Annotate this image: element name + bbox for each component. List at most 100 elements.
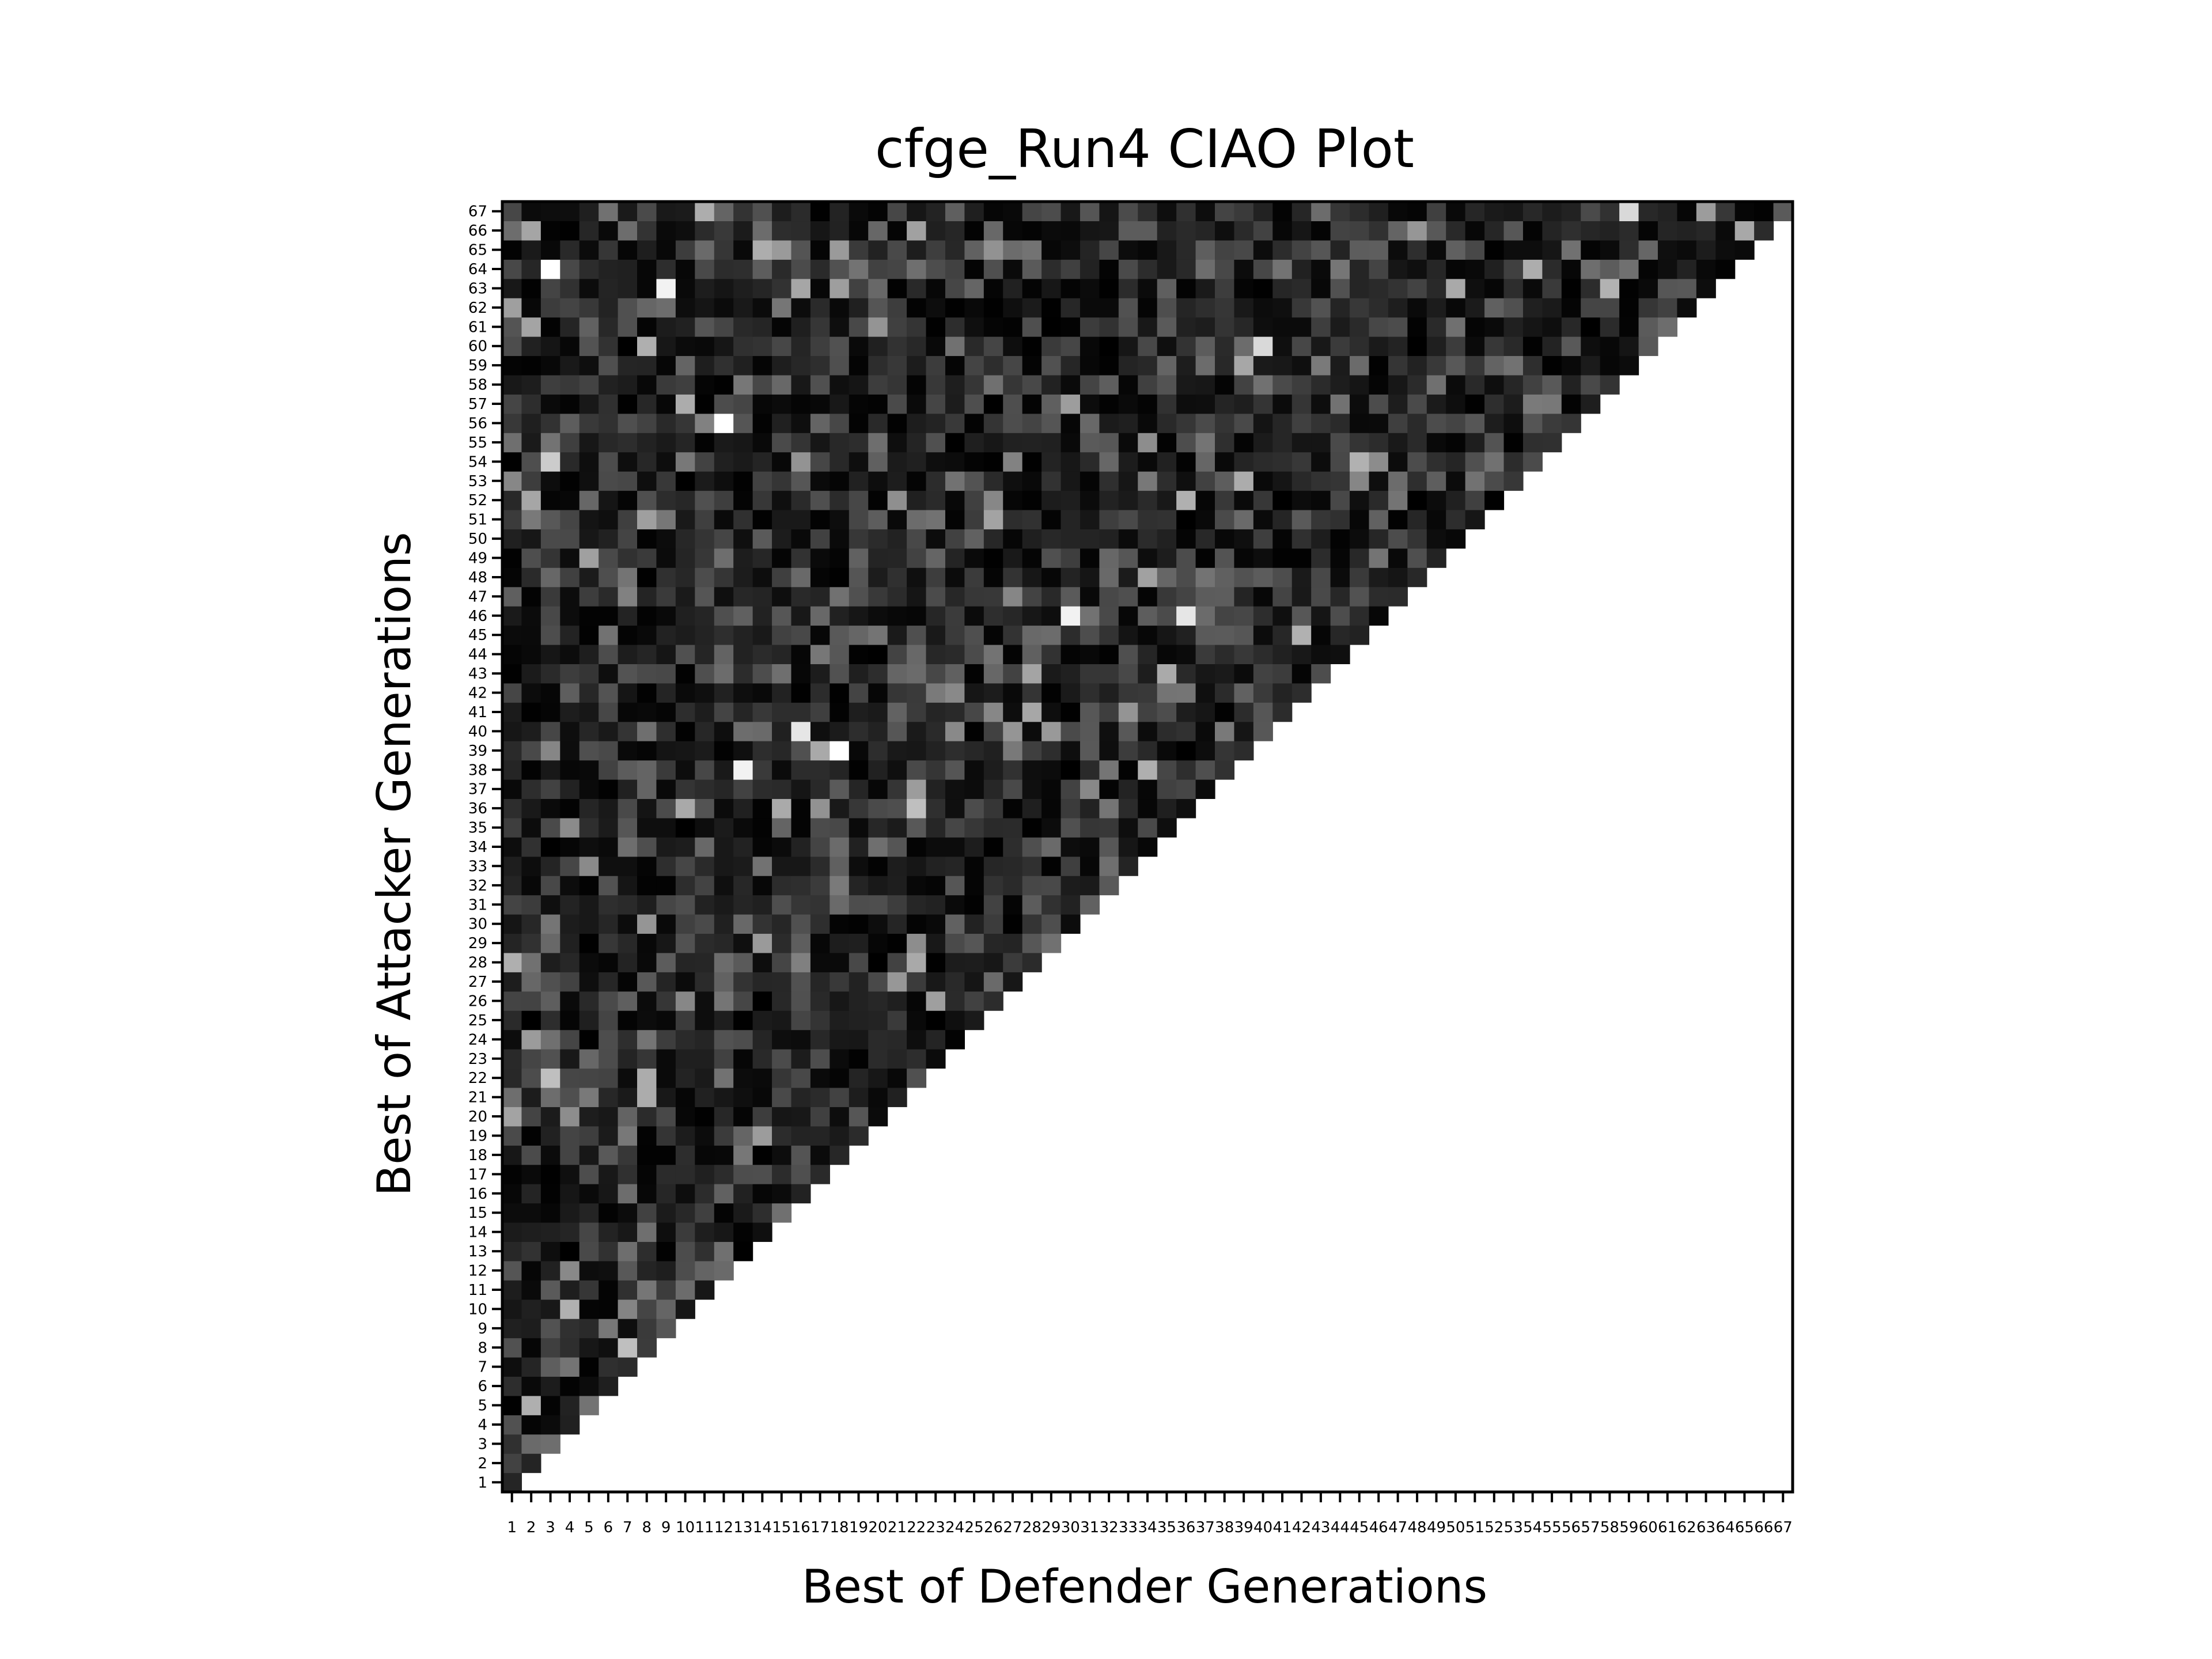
heatmap-cell: [1503, 452, 1524, 472]
y-tick-label: 40: [468, 723, 487, 740]
heatmap-cell: [1350, 586, 1370, 607]
heatmap-cell: [810, 221, 830, 241]
heatmap-cell: [926, 952, 946, 972]
heatmap-cell: [1350, 355, 1370, 376]
heatmap-cell: [656, 817, 676, 838]
heatmap-cell: [540, 1395, 560, 1415]
heatmap-cell: [1157, 683, 1177, 703]
heatmap-cell: [983, 644, 1003, 664]
heatmap-cell: [1311, 240, 1331, 260]
heatmap-cell: [1099, 798, 1119, 819]
heatmap-cell: [618, 567, 638, 588]
heatmap-cell: [579, 1395, 599, 1415]
heatmap-cell: [1157, 586, 1177, 607]
heatmap-cell: [1446, 490, 1466, 510]
heatmap-cell: [656, 952, 676, 972]
heatmap-cell: [714, 933, 734, 953]
heatmap-cell: [983, 856, 1003, 876]
heatmap-cell: [1060, 529, 1081, 549]
heatmap-cell: [1080, 278, 1100, 298]
heatmap-cell: [502, 529, 522, 549]
heatmap-cell: [791, 1164, 811, 1184]
heatmap-cell: [656, 914, 676, 934]
heatmap-cell: [791, 259, 811, 279]
heatmap-cell: [502, 760, 522, 780]
heatmap-cell: [560, 1357, 580, 1377]
heatmap-cell: [1215, 336, 1235, 357]
heatmap-cell: [964, 529, 984, 549]
heatmap-cell: [752, 933, 772, 953]
heatmap-cell: [868, 355, 888, 376]
heatmap-cell: [1407, 202, 1427, 222]
y-tick-label: 46: [468, 608, 487, 625]
heatmap-cell: [599, 1241, 619, 1262]
heatmap-cell: [1080, 798, 1100, 819]
heatmap-cell: [945, 721, 965, 741]
heatmap-cell: [1311, 490, 1331, 510]
heatmap-cell: [521, 452, 541, 472]
heatmap-cell: [1484, 374, 1505, 395]
heatmap-cell: [1253, 202, 1273, 222]
heatmap-cell: [1272, 336, 1293, 357]
heatmap-cell: [1022, 317, 1042, 337]
heatmap-cell: [1157, 394, 1177, 414]
heatmap-cell: [752, 221, 772, 241]
heatmap-cell: [656, 1280, 676, 1300]
heatmap-cell: [791, 394, 811, 414]
heatmap-cell: [1330, 240, 1350, 260]
heatmap-cell: [926, 683, 946, 703]
heatmap-cell: [579, 394, 599, 414]
heatmap-cell: [1696, 259, 1716, 279]
heatmap-cell: [560, 548, 580, 568]
heatmap-cell: [907, 433, 927, 453]
heatmap-cell: [618, 991, 638, 1011]
heatmap-cell: [1041, 298, 1062, 318]
heatmap-cell: [791, 664, 811, 684]
heatmap-cell: [1022, 259, 1042, 279]
heatmap-cell: [695, 721, 715, 741]
heatmap-cell: [1157, 529, 1177, 549]
heatmap-cell: [1041, 933, 1062, 953]
heatmap-cell: [810, 779, 830, 800]
heatmap-cell: [540, 837, 560, 857]
heatmap-cell: [849, 394, 869, 414]
heatmap-cell: [752, 202, 772, 222]
heatmap-cell: [502, 1338, 522, 1358]
heatmap-cell: [1003, 471, 1023, 491]
heatmap-cell: [521, 1376, 541, 1396]
heatmap-cell: [733, 664, 753, 684]
heatmap-cell: [1619, 259, 1639, 279]
heatmap-cell: [656, 240, 676, 260]
heatmap-cell: [1195, 741, 1215, 761]
heatmap-cell: [1118, 837, 1138, 857]
heatmap-cell: [733, 741, 753, 761]
heatmap-cell: [675, 779, 695, 800]
heatmap-cell: [1446, 413, 1466, 433]
heatmap-cell: [1138, 586, 1158, 607]
heatmap-cell: [714, 240, 734, 260]
heatmap-cell: [695, 1029, 715, 1050]
heatmap-cell: [1060, 471, 1081, 491]
heatmap-cell: [637, 1087, 657, 1107]
heatmap-cell: [887, 895, 907, 915]
heatmap-cell: [1215, 644, 1235, 664]
heatmap-cell: [1138, 298, 1158, 318]
x-tick-label: 5: [584, 1519, 594, 1536]
heatmap-cell: [560, 741, 580, 761]
heatmap-cell: [675, 933, 695, 953]
heatmap-cell: [849, 972, 869, 992]
heatmap-cell: [656, 1299, 676, 1319]
heatmap-cell: [983, 567, 1003, 588]
heatmap-cell: [1407, 298, 1427, 318]
heatmap-cell: [1253, 413, 1273, 433]
heatmap-cell: [733, 1068, 753, 1088]
heatmap-cell: [1003, 702, 1023, 722]
heatmap-cell: [714, 1049, 734, 1069]
heatmap-cell: [1369, 433, 1389, 453]
heatmap-cell: [521, 1107, 541, 1127]
y-tick-label: 64: [468, 261, 487, 278]
heatmap-cell: [714, 1068, 734, 1088]
heatmap-cell: [1003, 741, 1023, 761]
heatmap-cell: [752, 259, 772, 279]
heatmap-cell: [1118, 817, 1138, 838]
